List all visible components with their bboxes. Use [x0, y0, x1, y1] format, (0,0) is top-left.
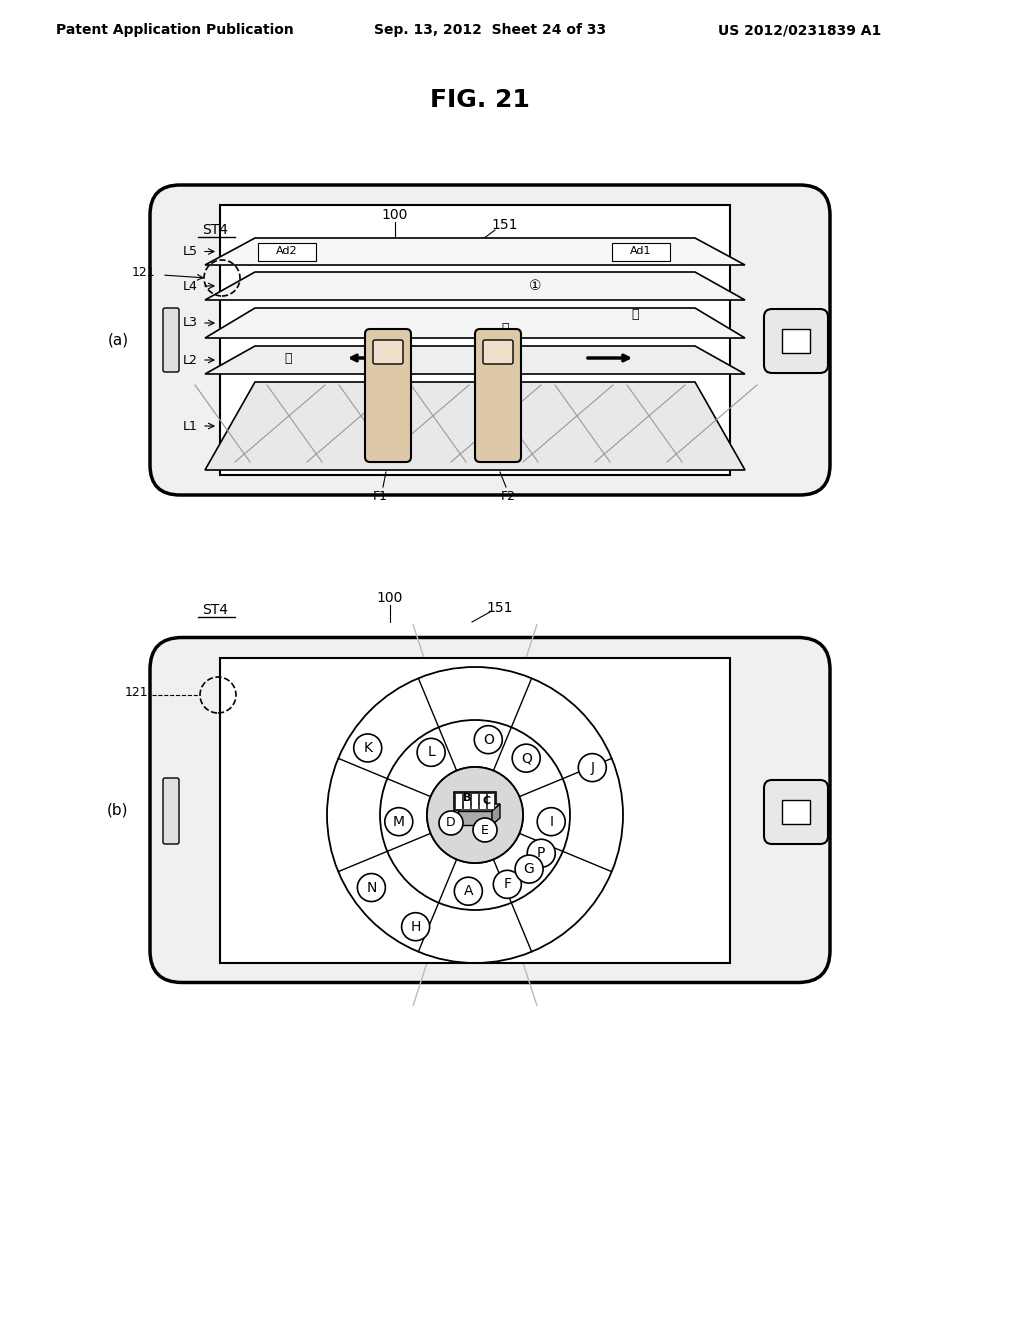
Text: K: K: [364, 741, 372, 755]
Polygon shape: [205, 272, 745, 300]
Circle shape: [427, 767, 523, 863]
Circle shape: [527, 840, 555, 867]
Text: L4: L4: [182, 280, 198, 293]
Circle shape: [385, 808, 413, 836]
FancyBboxPatch shape: [483, 341, 513, 364]
Text: J: J: [590, 760, 594, 775]
Text: ①: ①: [528, 279, 542, 293]
Text: N: N: [367, 880, 377, 895]
FancyBboxPatch shape: [475, 329, 521, 462]
Text: (a): (a): [108, 333, 129, 347]
Text: G: G: [523, 862, 535, 876]
Text: M: M: [393, 814, 404, 829]
Text: 121: 121: [124, 685, 148, 698]
FancyBboxPatch shape: [764, 780, 828, 843]
Text: ST4: ST4: [202, 603, 228, 616]
Text: I: I: [549, 814, 553, 829]
Text: Ad2: Ad2: [276, 246, 298, 256]
Polygon shape: [205, 308, 745, 338]
Bar: [220, 657, 730, 962]
Circle shape: [515, 855, 543, 883]
Bar: [612, 243, 670, 261]
Text: A: A: [464, 884, 473, 898]
Text: 151: 151: [486, 601, 513, 615]
FancyBboxPatch shape: [150, 638, 830, 982]
Text: O: O: [483, 733, 494, 747]
Text: F: F: [504, 878, 511, 891]
Text: ⓑ: ⓑ: [631, 308, 639, 321]
Text: 121: 121: [131, 265, 155, 279]
Text: Patent Application Publication: Patent Application Publication: [56, 22, 294, 37]
Text: 100: 100: [377, 591, 403, 605]
Bar: [258, 243, 316, 261]
Text: US 2012/0231839 A1: US 2012/0231839 A1: [719, 22, 882, 37]
Text: 100: 100: [382, 209, 409, 222]
FancyBboxPatch shape: [373, 341, 403, 364]
Text: F2: F2: [501, 491, 515, 503]
Circle shape: [455, 878, 482, 906]
Circle shape: [439, 810, 463, 836]
Circle shape: [417, 738, 445, 767]
FancyBboxPatch shape: [764, 309, 828, 374]
Polygon shape: [492, 804, 500, 825]
Text: E: E: [481, 824, 488, 837]
Circle shape: [474, 726, 503, 754]
FancyBboxPatch shape: [163, 308, 179, 372]
Circle shape: [357, 874, 385, 902]
Text: F1: F1: [373, 491, 387, 503]
Text: FIG. 21: FIG. 21: [430, 88, 530, 112]
FancyBboxPatch shape: [365, 329, 411, 462]
Polygon shape: [458, 804, 500, 810]
Text: B: B: [463, 793, 471, 803]
Text: L5: L5: [182, 246, 198, 257]
Bar: [454, 792, 496, 810]
Circle shape: [494, 870, 521, 899]
Circle shape: [473, 818, 497, 842]
Bar: [479, 793, 486, 809]
Text: L: L: [427, 746, 435, 759]
Bar: [455, 793, 462, 809]
Text: ⓐ: ⓐ: [502, 322, 509, 334]
Bar: [782, 800, 810, 824]
Circle shape: [512, 744, 541, 772]
Circle shape: [538, 808, 565, 836]
Bar: [782, 329, 810, 352]
Text: 151: 151: [492, 218, 518, 232]
Polygon shape: [205, 238, 745, 265]
FancyBboxPatch shape: [163, 777, 179, 843]
FancyBboxPatch shape: [150, 185, 830, 495]
Text: L3: L3: [182, 317, 198, 330]
Bar: [220, 205, 730, 475]
Text: P: P: [537, 846, 546, 861]
Circle shape: [353, 734, 382, 762]
Text: C: C: [483, 796, 492, 807]
Text: L1: L1: [182, 420, 198, 433]
Polygon shape: [205, 346, 745, 374]
Bar: [471, 793, 478, 809]
Text: Sep. 13, 2012  Sheet 24 of 33: Sep. 13, 2012 Sheet 24 of 33: [374, 22, 606, 37]
Text: ST4: ST4: [202, 223, 228, 238]
Text: Ⓗ: Ⓗ: [285, 351, 292, 364]
Bar: [458, 810, 492, 825]
Bar: [463, 793, 470, 809]
Text: Ad1: Ad1: [630, 246, 651, 256]
Text: L2: L2: [182, 354, 198, 367]
Text: H: H: [411, 920, 421, 933]
Polygon shape: [205, 381, 745, 470]
Text: (b): (b): [108, 803, 129, 817]
Circle shape: [579, 754, 606, 781]
Bar: [487, 793, 494, 809]
Text: Q: Q: [521, 751, 531, 766]
Circle shape: [401, 912, 430, 941]
Text: D: D: [446, 817, 456, 829]
